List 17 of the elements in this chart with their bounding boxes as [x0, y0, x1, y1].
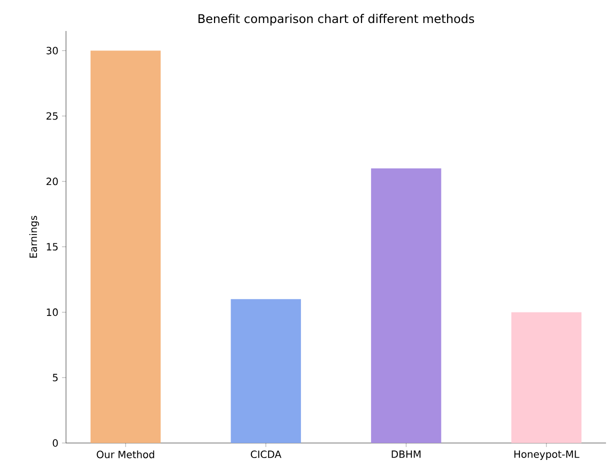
- y-tick-label: 30: [46, 46, 58, 54]
- y-tick-label: 20: [46, 178, 58, 186]
- chart-title: Benefit comparison chart of different methods: [198, 14, 474, 26]
- y-axis-title: Earnings: [29, 216, 39, 258]
- y-tick-label: 10: [46, 308, 58, 316]
- x-tick-label: Our Method: [96, 450, 154, 458]
- y-tick-label: 5: [52, 374, 58, 382]
- x-tick-label: DBHM: [392, 450, 420, 458]
- y-tick-label: 0: [52, 439, 58, 447]
- y-tick-label: 15: [46, 243, 58, 251]
- bar: [371, 168, 442, 443]
- x-tick-label: CICDA: [250, 450, 282, 458]
- y-tick-label: 25: [46, 112, 58, 120]
- x-tick-label: Honeypot-ML: [514, 450, 580, 460]
- bar: [230, 299, 301, 443]
- bar: [511, 312, 582, 443]
- bar: [90, 50, 161, 443]
